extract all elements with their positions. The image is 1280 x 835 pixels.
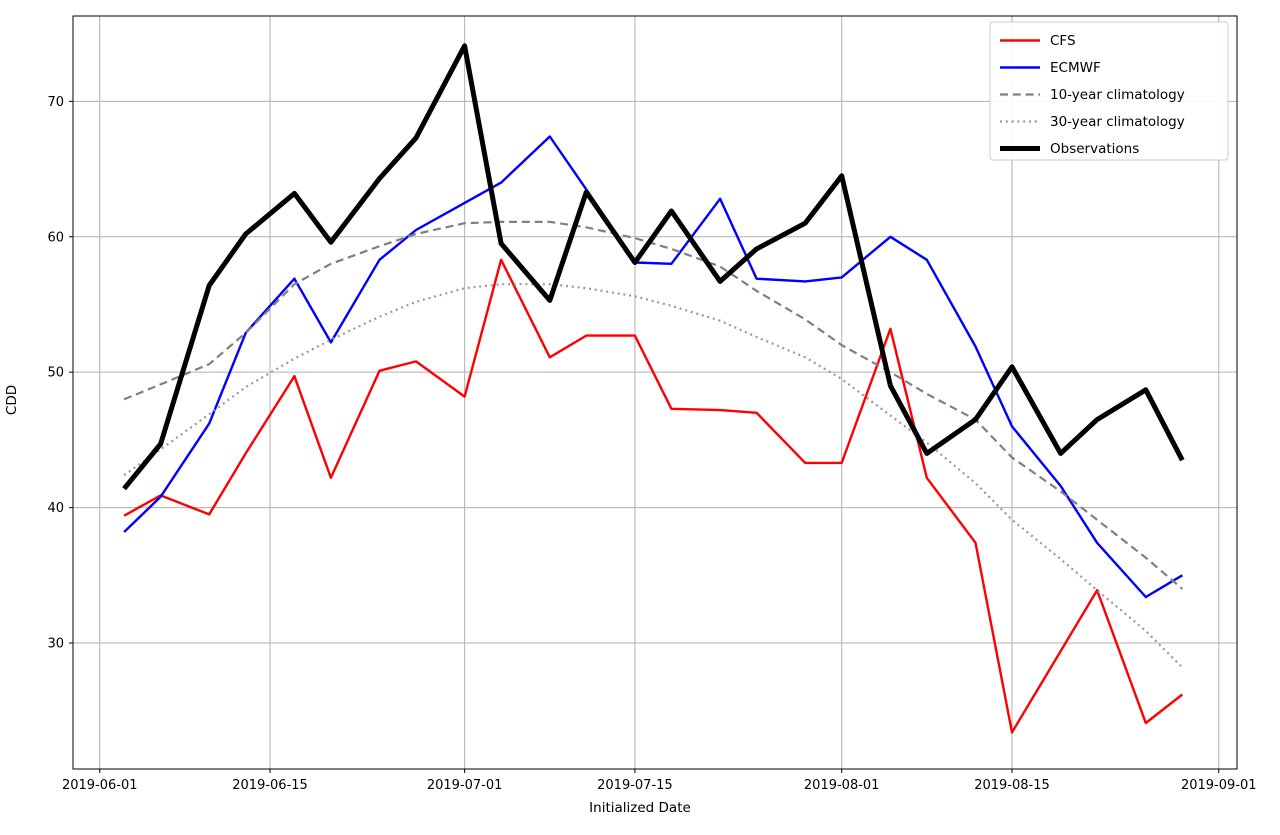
legend-item: Observations [1000, 141, 1139, 157]
legend: CFS ECMWF 10-year climatology 30-year clima… [989, 21, 1229, 161]
legend-item: 30-year climatology [1000, 114, 1185, 130]
legend-label: CFS [1050, 33, 1076, 49]
series-line-observations [122, 43, 1185, 491]
x-tick-label: 2019-06-15 [232, 778, 308, 793]
y-tick-label: 30 [47, 637, 64, 652]
legend-label: Observations [1050, 141, 1139, 157]
plot-border [72, 15, 1238, 770]
x-tick-label: 2019-06-01 [62, 778, 138, 793]
series-line-ecmwf [123, 135, 1183, 599]
series-line-cfs [123, 258, 1184, 734]
x-tick-label: 2019-07-01 [427, 778, 503, 793]
x-tick-label: 2019-07-15 [597, 778, 673, 793]
legend-item: 10-year climatology [1000, 87, 1185, 103]
y-tick-label: 40 [47, 501, 64, 516]
legend-label: 10-year climatology [1050, 87, 1185, 103]
series-lines [122, 43, 1185, 734]
y-tick-label: 70 [47, 95, 64, 110]
x-tick-label: 2019-08-01 [804, 778, 880, 793]
series-line-10-year-climatology [123, 220, 1184, 590]
legend-label: ECMWF [1050, 60, 1101, 76]
axes: 2019-06-01 2019-06-15 2019-07-01 2019-07-15… [47, 15, 1257, 793]
y-axis-title: CDD [4, 384, 20, 416]
x-tick-label: 2019-09-01 [1181, 778, 1257, 793]
legend-item: CFS [1000, 33, 1076, 49]
x-tick-label: 2019-08-15 [974, 778, 1050, 793]
legend-item: ECMWF [1000, 60, 1101, 76]
y-tick-label: 60 [47, 230, 64, 245]
series-line-30-year-climatology [123, 283, 1184, 669]
x-axis-title: Initialized Date [589, 800, 691, 816]
legend-box [989, 21, 1229, 161]
y-tick-label: 50 [47, 366, 64, 381]
legend-label: 30-year climatology [1050, 114, 1185, 130]
